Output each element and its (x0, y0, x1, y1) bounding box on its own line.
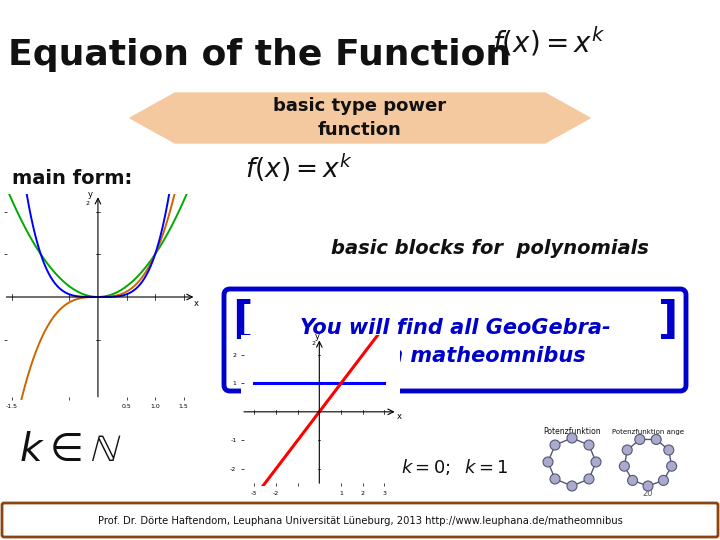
FancyBboxPatch shape (2, 503, 718, 537)
Text: x: x (396, 412, 401, 421)
Text: $f(x) = x^k$: $f(x) = x^k$ (245, 152, 353, 184)
Circle shape (543, 457, 553, 467)
Text: Prof. Dr. Dörte Haftendom, Leuphana Universität Lüneburg, 2013 http://www.leupha: Prof. Dr. Dörte Haftendom, Leuphana Univ… (98, 516, 622, 526)
Text: ]: ] (657, 299, 678, 342)
Text: $k \in \mathbb{N}$: $k \in \mathbb{N}$ (19, 431, 122, 469)
Circle shape (635, 435, 645, 444)
FancyBboxPatch shape (224, 289, 686, 391)
Text: Equation of the Function: Equation of the Function (8, 38, 511, 72)
Text: 20: 20 (643, 489, 653, 498)
Text: GeoGebra: GeoGebra (593, 374, 683, 392)
Text: basic blocks for  polynomials: basic blocks for polynomials (331, 239, 649, 258)
Circle shape (550, 474, 560, 484)
Text: x: x (194, 299, 199, 308)
Text: You will find all GeoGebra-
files in matheomnibus: You will find all GeoGebra- files in mat… (300, 318, 611, 366)
Text: $k = 0;\;\; k = 1$: $k = 0;\;\; k = 1$ (401, 457, 509, 477)
Text: Potenzfunktion: Potenzfunktion (543, 428, 600, 436)
Circle shape (622, 445, 632, 455)
Text: [: [ (232, 299, 253, 342)
Circle shape (651, 435, 661, 444)
Text: y: y (88, 190, 93, 199)
Circle shape (664, 445, 674, 455)
Circle shape (584, 474, 594, 484)
Circle shape (658, 475, 668, 485)
Circle shape (667, 461, 677, 471)
Circle shape (643, 481, 653, 491)
Circle shape (567, 433, 577, 443)
Text: Potenzfunktion ange: Potenzfunktion ange (612, 429, 684, 435)
Circle shape (619, 461, 629, 471)
Text: basic type power
function: basic type power function (274, 97, 446, 139)
Circle shape (584, 440, 594, 450)
Circle shape (628, 475, 638, 485)
Text: 2: 2 (86, 201, 89, 206)
Circle shape (550, 440, 560, 450)
Circle shape (567, 481, 577, 491)
Circle shape (591, 457, 601, 467)
Text: main form:: main form: (12, 168, 132, 187)
Text: 2: 2 (311, 341, 315, 346)
Text: $f(x) = x^k$: $f(x) = x^k$ (492, 25, 606, 59)
Text: y: y (315, 332, 320, 341)
Polygon shape (130, 93, 590, 143)
